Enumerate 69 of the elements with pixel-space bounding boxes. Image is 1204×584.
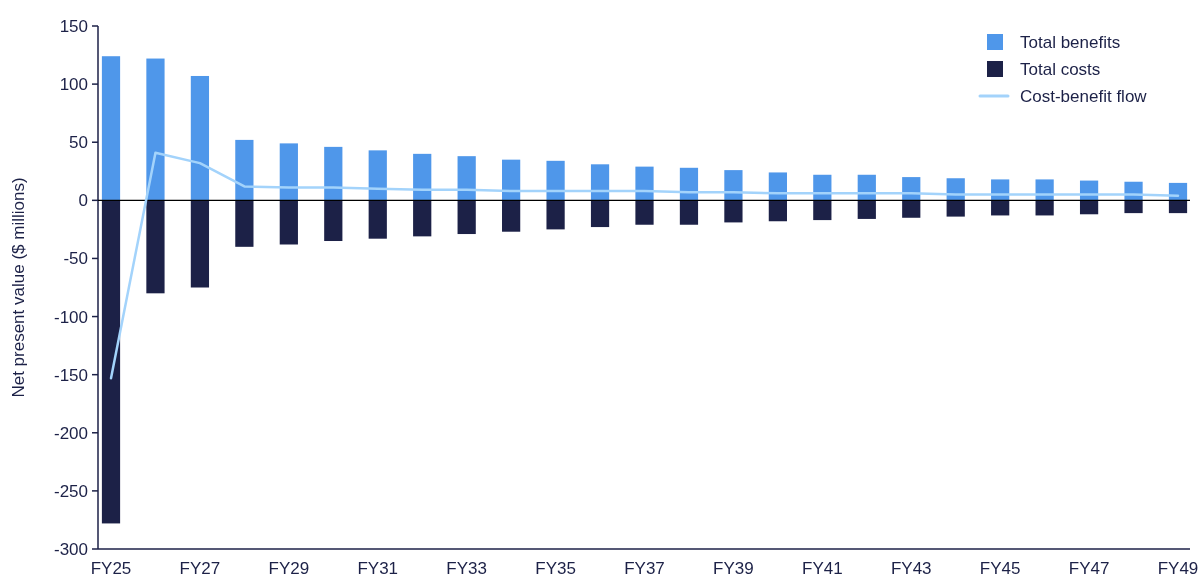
- bar: [324, 200, 343, 242]
- bar: [635, 200, 654, 225]
- bar: [991, 200, 1010, 216]
- bar: [679, 167, 699, 201]
- bar: [1035, 200, 1054, 216]
- bar: [502, 200, 521, 232]
- bar: [190, 200, 210, 288]
- y-tick-label: -250: [53, 481, 88, 501]
- bar: [679, 200, 699, 225]
- y-tick-label: -150: [53, 365, 88, 385]
- bar: [279, 200, 298, 245]
- bar: [546, 160, 565, 201]
- bar: [857, 200, 876, 219]
- y-tick-label: -50: [63, 249, 88, 269]
- bar: [368, 150, 387, 201]
- y-axis-title: Net present value ($ millions): [9, 177, 28, 398]
- x-tick-label: FY43: [890, 558, 932, 578]
- bar: [146, 200, 165, 294]
- bar: [413, 153, 432, 201]
- x-tick-label: FY49: [1157, 558, 1199, 578]
- y-tick-label: -300: [53, 539, 88, 559]
- x-tick-label: FY27: [179, 558, 221, 578]
- bar: [457, 156, 476, 201]
- y-tick-label: -100: [53, 307, 88, 327]
- y-tick-label: 100: [59, 75, 88, 95]
- bar: [813, 200, 832, 221]
- bar: [279, 143, 298, 201]
- y-tick-label: 50: [69, 133, 88, 153]
- bar: [724, 170, 743, 201]
- legend-label: Total costs: [1020, 59, 1101, 79]
- bar: [235, 139, 254, 201]
- bar: [546, 200, 565, 230]
- x-tick-label: FY29: [268, 558, 310, 578]
- bar: [324, 146, 343, 201]
- line-series: [109, 151, 1180, 380]
- legend-label: Cost-benefit flow: [1020, 86, 1148, 106]
- x-tick-label: FY45: [979, 558, 1021, 578]
- bar: [768, 200, 787, 222]
- bar: [590, 164, 610, 201]
- x-tick-label: FY39: [713, 558, 754, 578]
- y-tick-label: 0: [78, 191, 88, 211]
- bar: [457, 200, 476, 235]
- bar: [768, 172, 787, 201]
- y-tick-label: -200: [53, 423, 88, 443]
- bar: [101, 56, 121, 201]
- bar: [590, 200, 610, 228]
- bar: [1168, 200, 1188, 214]
- bar: [413, 200, 432, 237]
- x-tick-label: FY47: [1068, 558, 1110, 578]
- bar: [190, 75, 210, 201]
- bar: [235, 200, 254, 247]
- x-tick-label: FY41: [802, 558, 843, 578]
- bar: [1079, 200, 1099, 215]
- bar: [946, 200, 965, 217]
- x-tick-label: FY31: [357, 558, 399, 578]
- bar: [1124, 200, 1143, 214]
- bar: [101, 200, 121, 524]
- x-tick-label: FY35: [535, 558, 576, 578]
- bar: [902, 200, 921, 218]
- bar: [724, 200, 743, 223]
- y-tick-label: 150: [59, 16, 88, 36]
- x-tick-label: FY37: [624, 558, 665, 578]
- x-tick-label: FY33: [446, 558, 487, 578]
- bar: [146, 58, 165, 201]
- bar: [368, 200, 387, 239]
- x-tick-label: FY25: [90, 558, 132, 578]
- bar: [635, 166, 654, 201]
- legend-label: Total benefits: [1020, 32, 1121, 52]
- bar: [502, 159, 521, 201]
